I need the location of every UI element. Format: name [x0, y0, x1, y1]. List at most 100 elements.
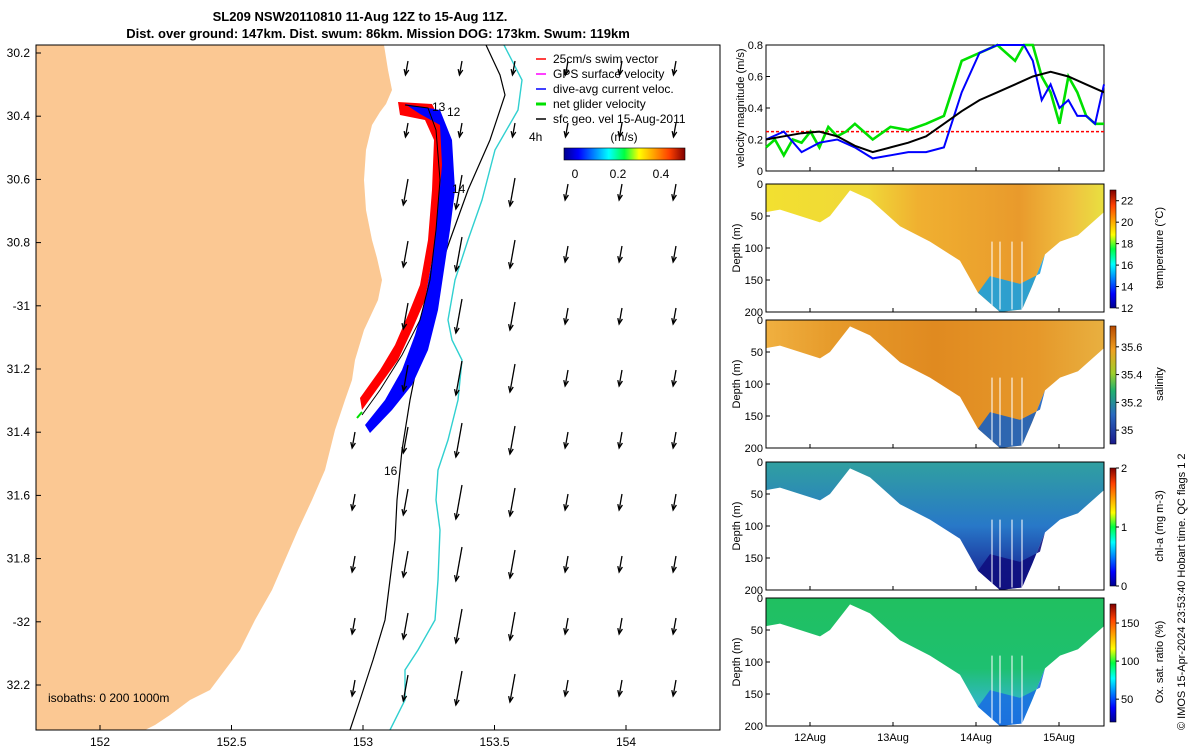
- geostrophic-arrow-shaft: [402, 178, 409, 206]
- geostrophic-arrow-head: [350, 566, 356, 574]
- geostrophic-arrow-head: [401, 447, 408, 455]
- track-label-16: 16: [384, 464, 398, 478]
- section-colorbar-tick-label: 16: [1121, 260, 1133, 272]
- geostrophic-arrow-shaft: [402, 550, 409, 578]
- surface-geostrophic-arrows: [350, 60, 678, 707]
- geostrophic-arrow-head: [671, 504, 677, 512]
- geostrophic-arrow-head: [453, 699, 460, 707]
- colorbar-tick-0.4: 0.4: [653, 167, 670, 181]
- geostrophic-arrow-shaft: [672, 431, 677, 449]
- geostrophic-arrow-shaft: [351, 431, 356, 449]
- geostrophic-arrow-shaft: [618, 555, 623, 573]
- geostrophic-arrow-head: [508, 324, 514, 332]
- geostrophic-arrow-head: [563, 131, 570, 139]
- geostrophic-arrow-shaft: [618, 679, 623, 697]
- velocity-panel: 0 0.2 0.4 0.6 0.8 velocity magnitude (m/s): [735, 40, 1105, 178]
- geostrophic-arrow-head: [403, 69, 410, 77]
- section-y-tick-label: 200: [745, 307, 763, 319]
- geostrophic-arrow-head: [350, 442, 356, 450]
- section-y-tick-label: 50: [751, 489, 763, 501]
- section-y-tick-label: 100: [745, 521, 763, 533]
- geostrophic-arrow-shaft: [618, 431, 623, 449]
- section-y-label: Depth (m): [731, 224, 743, 273]
- geostrophic-arrow-head: [453, 637, 460, 645]
- geostrophic-arrow-head: [671, 194, 677, 202]
- geostrophic-arrow-shaft: [509, 611, 516, 641]
- geostrophic-arrow-head: [671, 69, 678, 77]
- map-lon-tick-label: 152: [90, 735, 110, 749]
- geostrophic-arrow-head: [617, 131, 624, 139]
- legend-entry-label: 25cm/s swim vector: [553, 52, 658, 66]
- geostrophic-arrow-shaft: [564, 245, 569, 263]
- geostrophic-arrow-shaft: [458, 122, 463, 138]
- geostrophic-arrow-head: [401, 509, 408, 517]
- geostrophic-arrow-shaft: [509, 487, 516, 517]
- section-y-tick-label: 50: [751, 211, 763, 223]
- geostrophic-arrow-head: [563, 256, 569, 264]
- section-colorbar-tick-label: 1: [1121, 522, 1127, 534]
- section-colorbar-label: salinity: [1154, 367, 1166, 401]
- geostrophic-arrow-head: [510, 69, 517, 77]
- section-colorbar-tick-label: 12: [1121, 303, 1133, 315]
- geostrophic-arrow-shaft: [618, 245, 623, 263]
- geostrophic-arrow-head: [617, 442, 623, 450]
- geostrophic-arrow-head: [563, 380, 569, 388]
- geostrophic-arrow-head: [508, 262, 514, 270]
- geostrophic-arrow-head: [401, 695, 408, 703]
- section-colorbar-tick-label: 150: [1121, 618, 1139, 630]
- geostrophic-arrow-shaft: [564, 60, 569, 76]
- geostrophic-arrow-head: [453, 513, 460, 521]
- map-lon-tick-label: 154: [616, 735, 636, 749]
- geostrophic-arrow-head: [508, 572, 514, 580]
- geostrophic-arrow-shaft: [509, 425, 516, 455]
- colorbar-tick-0.2: 0.2: [610, 167, 627, 181]
- velocity-axes-frame: [765, 44, 1105, 172]
- velocity-y-tick-label: 0.6: [748, 72, 763, 84]
- geostrophic-arrow-shaft: [511, 122, 516, 138]
- section-colorbar-tick-label: 35.4: [1121, 370, 1142, 382]
- map-lon-tick-label: 152.5: [216, 735, 246, 749]
- section-colorbar-tick-label: 50: [1121, 694, 1133, 706]
- figure-title-line-1: SL209 NSW20110810 11-Aug 12Z to 15-Aug 1…: [213, 9, 508, 24]
- map-lat-tick-label: 30.4: [7, 109, 31, 123]
- geostrophic-arrow-shaft: [672, 679, 677, 697]
- geostrophic-arrow-shaft: [511, 60, 516, 76]
- map-lat-tick-label: -32: [13, 615, 31, 629]
- velocity-y-tick-label: 0.4: [748, 103, 763, 115]
- velocity-series-line: [765, 44, 1105, 160]
- geostrophic-arrow-head: [563, 628, 569, 636]
- geostrophic-arrow-head: [563, 318, 569, 326]
- geostrophic-arrow-head: [401, 199, 408, 207]
- geostrophic-arrow-shaft: [351, 679, 356, 697]
- geostrophic-arrow-head: [508, 510, 514, 518]
- geostrophic-arrow-shaft: [509, 673, 516, 703]
- geostrophic-arrow-shaft: [509, 239, 516, 269]
- colorbar-tick-0: 0: [572, 167, 579, 181]
- section-y-tick-label: 150: [745, 689, 763, 701]
- geostrophic-arrow-shaft: [564, 183, 569, 201]
- section-colorbar: [1109, 603, 1117, 723]
- isobath-1000m-line: [389, 45, 523, 730]
- section-y-tick-label: 0: [757, 315, 763, 327]
- geostrophic-arrow-head: [508, 634, 514, 642]
- section-data-field: [766, 320, 1104, 448]
- geostrophic-arrow-head: [617, 194, 623, 202]
- section-colorbar-tick-label: 18: [1121, 239, 1133, 251]
- section-panel-1: 0 50 100 150 200 Depth (m) 12 14 16 18 20 22 tempera…: [731, 179, 1166, 319]
- geostrophic-arrow-head: [401, 261, 408, 269]
- velocity-series-line: [765, 70, 1105, 154]
- geostrophic-arrow-head: [350, 690, 356, 698]
- track-label-12: 12: [447, 105, 461, 119]
- map-lat-tick-label: 31.8: [7, 552, 31, 566]
- geostrophic-arrow-shaft: [404, 122, 409, 138]
- section-colorbar: [1109, 467, 1117, 587]
- geostrophic-arrow-shaft: [458, 60, 463, 76]
- geostrophic-arrow-shaft: [564, 617, 569, 635]
- geostrophic-arrow-shaft: [455, 236, 463, 272]
- section-colorbar-tick-label: 0: [1121, 581, 1127, 593]
- section-y-tick-label: 150: [745, 275, 763, 287]
- map-lon-tick-label: 153: [353, 735, 373, 749]
- geostrophic-arrow-shaft: [564, 555, 569, 573]
- geostrophic-arrow-shaft: [618, 617, 623, 635]
- geostrophic-arrow-head: [671, 442, 677, 450]
